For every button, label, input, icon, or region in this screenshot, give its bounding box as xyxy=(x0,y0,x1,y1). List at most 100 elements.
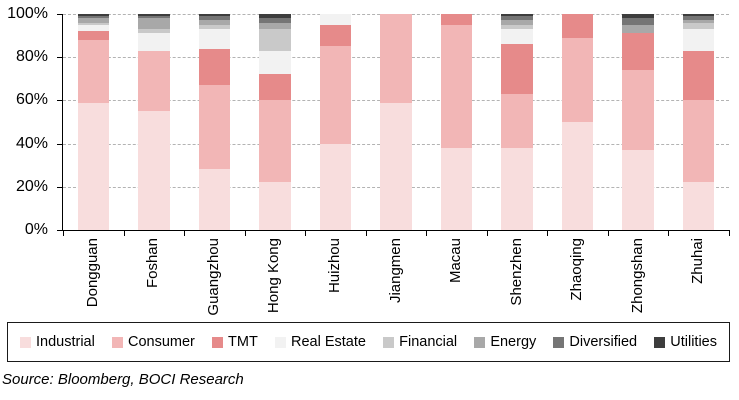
stacked-bar-zhuhai xyxy=(683,14,715,230)
segment-energy xyxy=(501,20,533,25)
segment-consumer xyxy=(198,85,231,170)
x-axis-tick xyxy=(547,230,549,236)
stacked-bar-dongguan xyxy=(77,14,110,230)
segment-real-estate xyxy=(198,29,231,49)
legend-item-consumer: Consumer xyxy=(112,334,195,350)
segment-energy xyxy=(683,20,715,23)
legend-label: Real Estate xyxy=(291,334,366,350)
x-axis-tick xyxy=(607,230,609,236)
segment-real-estate xyxy=(501,29,533,45)
y-axis-tick-label: 80% xyxy=(15,48,48,66)
segment-industrial xyxy=(259,182,291,230)
segment-financial xyxy=(198,24,231,30)
segment-industrial xyxy=(561,121,594,230)
legend-label: TMT xyxy=(228,334,258,350)
x-label-slot: Hong Kong xyxy=(244,238,305,318)
legend-swatch-icon xyxy=(212,336,224,348)
x-axis-tick xyxy=(184,230,186,236)
x-label-slot: Jiangmen xyxy=(365,238,426,318)
x-axis-labels: Dongguan Foshan Guangzhou Hong Kong Huizhou J… xyxy=(62,238,728,318)
segment-tmt xyxy=(259,74,291,101)
bar-slot-huizhou xyxy=(305,14,366,230)
stacked-bar-zhongshan xyxy=(622,14,654,230)
segment-energy xyxy=(77,18,110,23)
segment-industrial xyxy=(440,147,473,230)
bar-slot-zhaoqing xyxy=(547,14,608,230)
x-axis-category-label: Dongguan xyxy=(83,238,101,308)
segment-financial xyxy=(683,22,715,30)
segment-diversified xyxy=(77,16,110,19)
legend-item-industrial: Industrial xyxy=(20,334,95,350)
source-note: Source: Bloomberg, BOCI Research xyxy=(2,371,244,388)
stacked-bar-foshan xyxy=(138,14,170,230)
x-axis-category-label: Zhaoqing xyxy=(568,238,586,301)
legend-item-tmt: TMT xyxy=(212,334,258,350)
legend-label: Diversified xyxy=(569,334,638,350)
x-axis-category-label: Macau xyxy=(447,238,465,284)
y-axis-tick xyxy=(57,230,63,231)
segment-energy xyxy=(198,20,231,25)
legend-swatch-icon xyxy=(383,336,395,348)
x-axis-tick xyxy=(486,230,488,236)
segment-industrial xyxy=(77,102,110,230)
segment-utilities xyxy=(683,14,715,17)
segment-utilities xyxy=(622,14,654,19)
legend-swatch-icon xyxy=(654,336,666,348)
segment-consumer xyxy=(77,39,110,103)
segment-energy xyxy=(259,22,291,30)
segment-consumer xyxy=(440,24,473,148)
stacked-bar-huizhou xyxy=(319,14,352,230)
segment-energy xyxy=(622,24,654,34)
y-axis-tick xyxy=(57,186,63,188)
legend-item-utilities: Utilities xyxy=(654,334,717,350)
segment-industrial xyxy=(198,169,231,230)
legend-item-financial: Financial xyxy=(383,334,457,350)
bar-slot-macau xyxy=(426,14,487,230)
x-label-slot: Macau xyxy=(425,238,486,318)
y-axis-tick xyxy=(57,14,63,15)
chart-legend: Industrial Consumer TMT Real Estate Financia… xyxy=(7,322,730,362)
x-axis-tick xyxy=(365,230,367,236)
legend-swatch-icon xyxy=(553,336,565,348)
segment-energy xyxy=(138,18,170,30)
segment-diversified xyxy=(622,18,654,25)
legend-swatch-icon xyxy=(275,336,286,348)
segment-consumer xyxy=(561,37,594,122)
bar-series-container xyxy=(63,14,729,230)
x-label-slot: Foshan xyxy=(123,238,184,318)
y-axis-tick-label: 20% xyxy=(15,177,48,195)
y-axis-tick-label: 100% xyxy=(7,5,48,22)
x-label-slot: Guangzhou xyxy=(183,238,244,318)
x-label-slot: Dongguan xyxy=(62,238,123,318)
segment-industrial xyxy=(683,182,715,230)
stacked-bar-macau xyxy=(440,14,473,230)
stacked-bar-guangzhou xyxy=(198,14,231,230)
segment-industrial xyxy=(380,102,412,230)
segment-diversified xyxy=(259,18,291,23)
x-label-slot: Shenzhen xyxy=(486,238,547,318)
plot-area xyxy=(57,14,730,236)
segment-utilities xyxy=(259,14,291,19)
x-axis-category-label: Huizhou xyxy=(325,238,343,294)
segment-tmt xyxy=(683,50,715,101)
x-label-slot: Zhaoqing xyxy=(546,238,607,318)
segment-real-estate xyxy=(683,29,715,51)
segment-real-estate xyxy=(319,14,352,25)
x-axis-tick xyxy=(668,230,670,236)
x-axis-tick xyxy=(426,230,428,236)
x-label-slot: Zhuhai xyxy=(667,238,728,318)
segment-diversified xyxy=(501,16,533,21)
segment-industrial xyxy=(501,147,533,230)
y-axis-tick xyxy=(57,100,63,102)
segment-consumer xyxy=(319,46,352,144)
legend-item-energy: Energy xyxy=(474,334,536,350)
y-axis-tick xyxy=(57,143,63,145)
stacked-bar-shenzhen xyxy=(501,14,533,230)
segment-tmt xyxy=(501,44,533,94)
y-axis-labels: 100% 80% 60% 40% 20% 0% xyxy=(0,5,56,238)
x-label-slot: Huizhou xyxy=(304,238,365,318)
x-axis-category-label: Jiangmen xyxy=(386,238,404,304)
x-axis-category-label: Zhuhai xyxy=(689,238,707,284)
segment-industrial xyxy=(622,150,654,230)
segment-real-estate xyxy=(259,50,291,75)
